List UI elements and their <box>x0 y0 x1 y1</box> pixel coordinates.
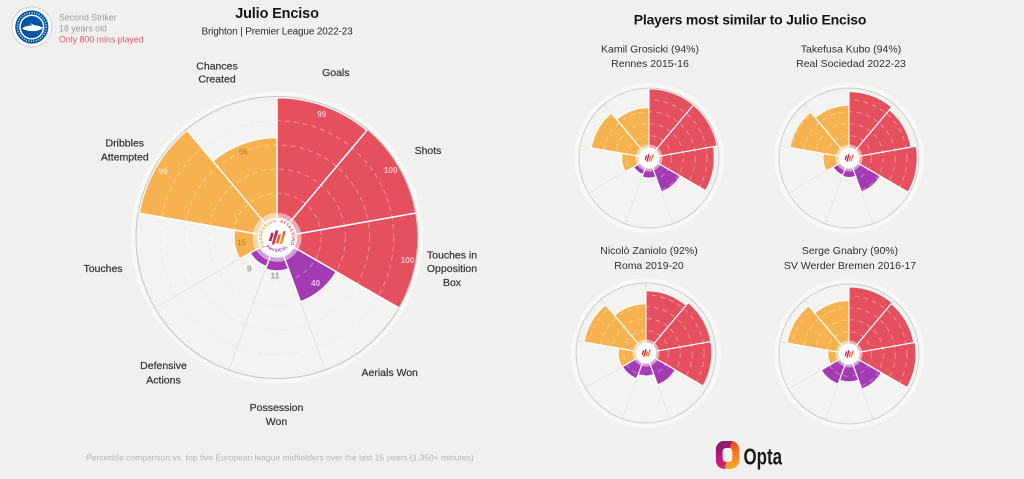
svg-text:Rennes 2015-16: Rennes 2015-16 <box>611 58 689 70</box>
svg-text:99: 99 <box>159 167 169 176</box>
svg-text:Roma 2019-20: Roma 2019-20 <box>614 260 684 272</box>
svg-text:Players most similar to Julio: Players most similar to Julio Enciso <box>634 12 866 28</box>
svg-text:Won: Won <box>266 416 288 428</box>
svg-text:9: 9 <box>247 265 252 274</box>
svg-text:11: 11 <box>271 271 280 280</box>
svg-text:PHYSICAL: PHYSICAL <box>265 244 289 253</box>
svg-text:Nicolò Zaniolo (92%): Nicolò Zaniolo (92%) <box>600 245 697 257</box>
svg-text:Only 800 mins played: Only 800 mins played <box>59 35 144 45</box>
svg-text:Actions: Actions <box>146 374 180 386</box>
svg-text:40: 40 <box>311 279 321 288</box>
svg-text:Second Striker: Second Striker <box>59 13 117 23</box>
svg-text:18 years old: 18 years old <box>59 24 107 34</box>
svg-text:Goals: Goals <box>322 67 349 79</box>
svg-text:99: 99 <box>317 110 327 119</box>
svg-text:Real Sociedad 2022-23: Real Sociedad 2022-23 <box>796 58 906 70</box>
svg-text:Created: Created <box>198 74 236 86</box>
svg-text:Possession: Possession <box>250 402 304 414</box>
svg-text:100: 100 <box>401 256 415 265</box>
svg-text:Julio Enciso: Julio Enciso <box>235 6 319 22</box>
svg-text:Serge Gnabry (90%): Serge Gnabry (90%) <box>802 245 898 257</box>
svg-text:Opta: Opta <box>744 444 783 470</box>
svg-text:Defensive: Defensive <box>140 360 187 372</box>
svg-text:Touches: Touches <box>83 263 122 275</box>
svg-text:Opposition: Opposition <box>427 263 477 275</box>
svg-text:Box: Box <box>443 277 462 289</box>
svg-text:Brighton | Premier League 2022: Brighton | Premier League 2022-23 <box>201 27 353 38</box>
svg-text:SV Werder Bremen 2016-17: SV Werder Bremen 2016-17 <box>784 260 916 272</box>
svg-text:Percentile comparison vs. top: Percentile comparison vs. top five Europ… <box>86 453 474 463</box>
svg-text:66: 66 <box>239 147 249 156</box>
svg-text:15: 15 <box>237 239 247 248</box>
svg-text:Chances: Chances <box>196 61 237 73</box>
svg-text:Dribbles: Dribbles <box>106 138 145 150</box>
svg-text:Touches in: Touches in <box>427 249 477 261</box>
svg-text:Takefusa Kubo (94%): Takefusa Kubo (94%) <box>801 44 901 56</box>
svg-text:Shots: Shots <box>415 145 442 157</box>
svg-text:Attempted: Attempted <box>101 152 149 164</box>
svg-text:Kamil Grosicki (94%): Kamil Grosicki (94%) <box>601 44 699 56</box>
svg-text:100: 100 <box>384 166 398 175</box>
svg-text:Aerials Won: Aerials Won <box>361 367 418 379</box>
